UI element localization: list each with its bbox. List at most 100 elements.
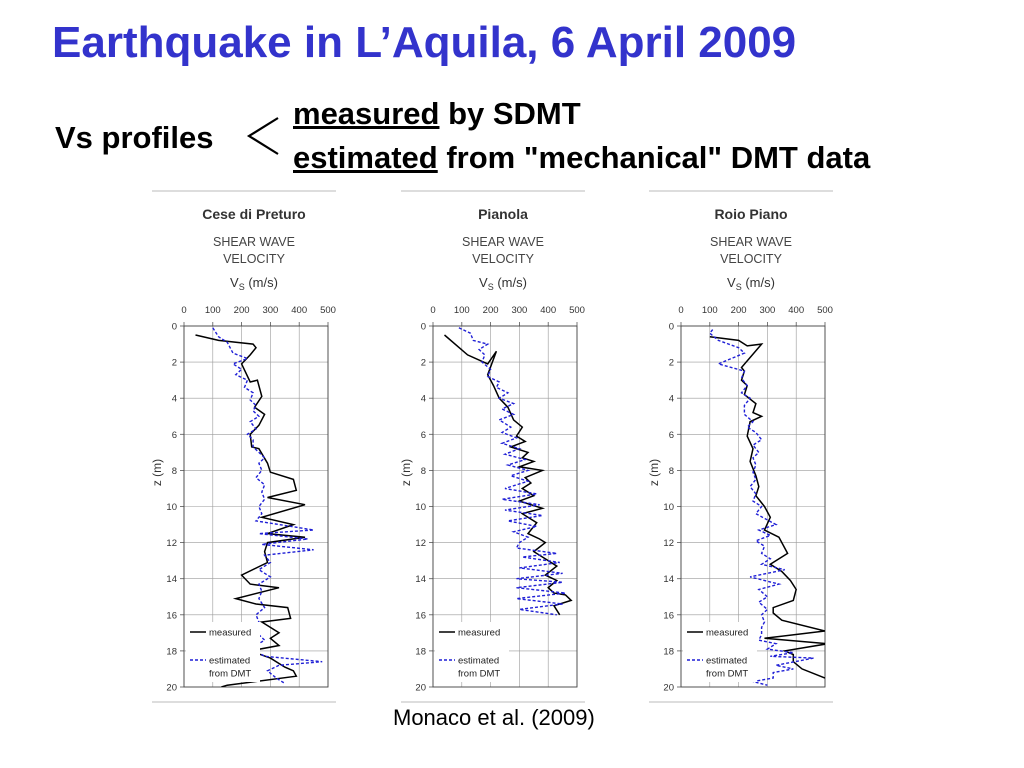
x-tick-label: 400 xyxy=(788,305,804,316)
x-label-main: V xyxy=(230,275,239,290)
measured-line: measured by SDMT xyxy=(293,96,581,132)
estimated-line: estimated from "mechanical" DMT data xyxy=(293,140,870,176)
measured-rest: by SDMT xyxy=(439,96,581,131)
chart-pianola: Pianola SHEAR WAVE VELOCITY VS (m/s) 0 100 200… xyxy=(399,190,587,704)
x-tick-label: 300 xyxy=(262,305,278,316)
chart-subtitle-line1: SHEAR WAVE xyxy=(213,235,295,249)
y-tick-label: 0 xyxy=(669,322,674,333)
y-tick-label: 0 xyxy=(172,322,177,333)
plot-frame xyxy=(183,325,329,688)
legend-estimated-label-line2: from DMT xyxy=(458,669,500,680)
estimated-rest: from "mechanical" DMT data xyxy=(437,140,871,175)
legend-estimated-label: estimated xyxy=(209,656,250,667)
y-tick-label: 18 xyxy=(415,646,426,657)
x-tick-label: 0 xyxy=(678,305,683,316)
y-tick-label: 14 xyxy=(415,574,426,585)
x-label-main: V xyxy=(727,275,736,290)
chart-subtitle-line1: SHEAR WAVE xyxy=(710,235,792,249)
x-tick-label: 100 xyxy=(454,305,470,316)
chart-subtitle-line2: VELOCITY xyxy=(720,252,782,266)
series-measured-line xyxy=(709,336,825,679)
x-label-main: V xyxy=(479,275,488,290)
chart-subtitle-line2: VELOCITY xyxy=(223,252,285,266)
y-tick-label: 12 xyxy=(663,538,674,549)
x-tick-label: 500 xyxy=(320,305,336,316)
estimated-underlined: estimated xyxy=(293,140,438,175)
x-label-unit: (m/s) xyxy=(494,275,527,290)
y-tick-label: 20 xyxy=(663,683,674,694)
x-label-subscript: S xyxy=(239,282,245,292)
legend: measured estimated from DMT xyxy=(683,622,757,682)
x-axis-label: VS (m/s) xyxy=(479,275,527,292)
chart-svg: Roio Piano SHEAR WAVE VELOCITY VS (m/s) 0 10 0… xyxy=(647,190,833,703)
legend-measured-label: measured xyxy=(458,628,500,639)
y-tick-label: 8 xyxy=(421,466,426,477)
legend: measured estimated from DMT xyxy=(186,622,260,682)
legend-estimated-label: estimated xyxy=(706,656,747,667)
y-tick-label: 8 xyxy=(669,466,674,477)
x-axis-label: VS (m/s) xyxy=(727,275,775,292)
y-axis-label: z (m) xyxy=(399,459,413,486)
y-axis-label: z (m) xyxy=(150,459,164,486)
legend-estimated-label-line2: from DMT xyxy=(706,669,748,680)
x-tick-label: 100 xyxy=(205,305,221,316)
legend-measured-label: measured xyxy=(209,628,251,639)
chart-title: Pianola xyxy=(478,206,528,222)
x-tick-label: 500 xyxy=(817,305,833,316)
chart-title: Roio Piano xyxy=(714,206,787,222)
x-tick-label: 0 xyxy=(430,305,435,316)
legend-estimated-label: estimated xyxy=(458,656,499,667)
y-tick-label: 18 xyxy=(166,646,177,657)
y-tick-label: 14 xyxy=(166,574,177,585)
legend: measured estimated from DMT xyxy=(435,622,509,682)
x-tick-label: 0 xyxy=(181,305,186,316)
x-label-subscript: S xyxy=(736,282,742,292)
legend-measured-label: measured xyxy=(706,628,748,639)
y-tick-label: 20 xyxy=(166,683,177,694)
x-tick-label: 400 xyxy=(291,305,307,316)
plot-frame xyxy=(680,325,826,688)
x-tick-label: 200 xyxy=(234,305,250,316)
y-tick-label: 16 xyxy=(415,610,426,621)
y-tick-label: 6 xyxy=(172,430,177,441)
y-tick-label: 4 xyxy=(669,394,674,405)
legend-estimated-label-line2: from DMT xyxy=(209,669,251,680)
y-tick-label: 2 xyxy=(172,358,177,369)
chart-subtitle-line1: SHEAR WAVE xyxy=(462,235,544,249)
vs-profiles-label: Vs profiles xyxy=(55,120,214,155)
x-axis-label: VS (m/s) xyxy=(230,275,278,292)
x-tick-label: 200 xyxy=(731,305,747,316)
y-tick-label: 6 xyxy=(421,430,426,441)
y-tick-label: 12 xyxy=(415,538,426,549)
y-tick-label: 4 xyxy=(421,394,426,405)
x-label-unit: (m/s) xyxy=(742,275,775,290)
slide-title: Earthquake in L’Aquila, 6 April 2009 xyxy=(52,18,797,67)
x-tick-label: 300 xyxy=(759,305,775,316)
y-tick-label: 4 xyxy=(172,394,177,405)
y-tick-label: 2 xyxy=(669,358,674,369)
y-tick-label: 10 xyxy=(663,502,674,513)
y-tick-label: 8 xyxy=(172,466,177,477)
series-estimated-line xyxy=(708,329,814,686)
y-tick-label: 0 xyxy=(421,322,426,333)
series-measured-line xyxy=(195,334,306,687)
y-tick-label: 10 xyxy=(415,502,426,513)
y-tick-label: 18 xyxy=(663,646,674,657)
y-tick-label: 10 xyxy=(166,502,177,513)
x-label-unit: (m/s) xyxy=(245,275,278,290)
measured-underlined: measured xyxy=(293,96,440,131)
x-tick-label: 200 xyxy=(483,305,499,316)
y-axis-label: z (m) xyxy=(647,459,661,486)
series-measured-line xyxy=(444,334,573,616)
series-estimated-line xyxy=(458,327,566,616)
bracket-icon xyxy=(246,117,279,155)
chart-subtitle-line2: VELOCITY xyxy=(472,252,534,266)
y-tick-label: 16 xyxy=(166,610,177,621)
plot-frame xyxy=(432,325,578,688)
y-tick-label: 14 xyxy=(663,574,674,585)
source-citation: Monaco et al. (2009) xyxy=(393,705,595,730)
x-tick-label: 500 xyxy=(569,305,585,316)
y-tick-label: 16 xyxy=(663,610,674,621)
x-tick-label: 300 xyxy=(511,305,527,316)
